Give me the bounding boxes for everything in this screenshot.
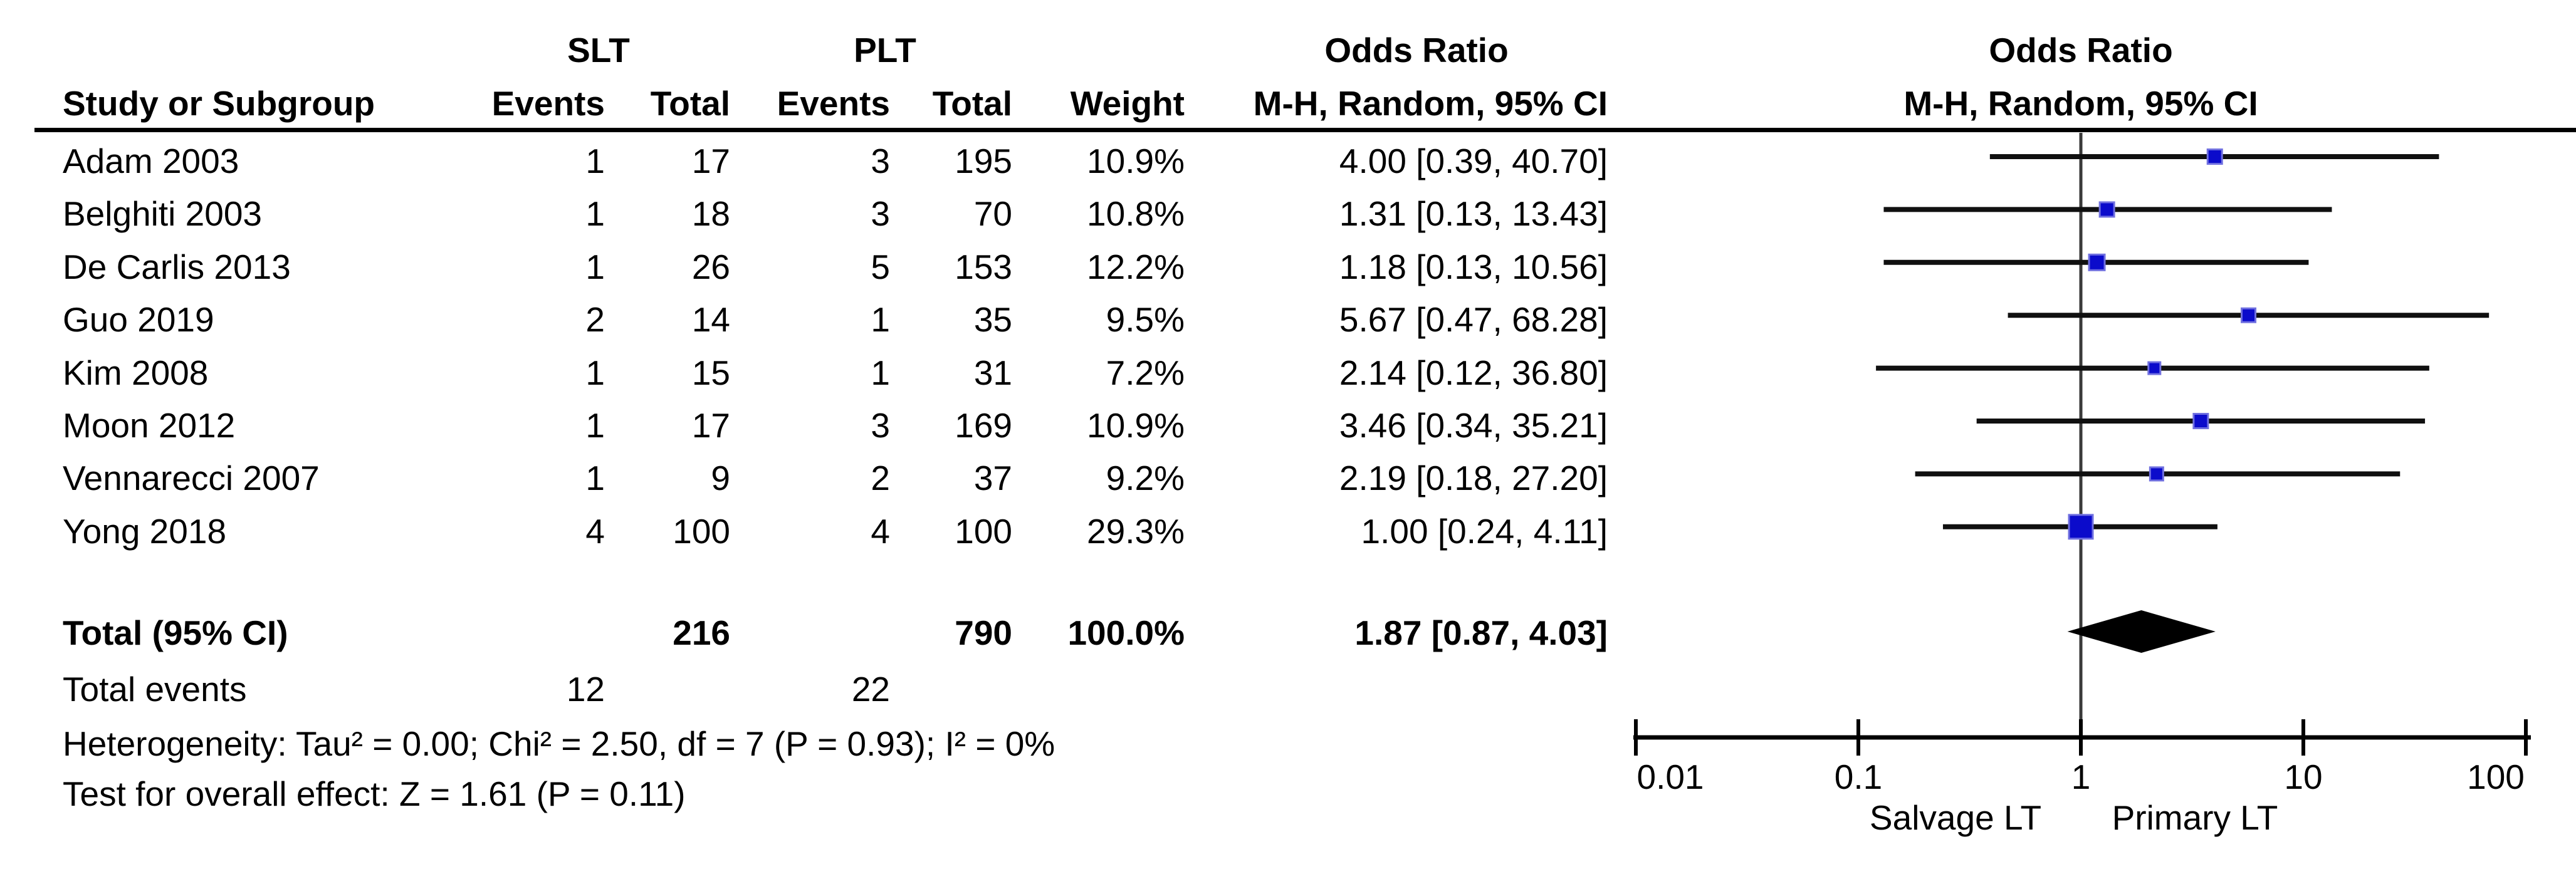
effect-square [2206, 148, 2223, 165]
slt-total-value: 15 [691, 353, 730, 392]
effect-square [2147, 361, 2162, 375]
weight-value: 7.2% [1106, 353, 1185, 392]
slt-events-value: 1 [585, 406, 605, 445]
or-ci-value: 4.00 [0.39, 40.70] [1339, 142, 1608, 180]
weight-value: 9.5% [1106, 300, 1185, 340]
slt-events-value: 1 [585, 194, 605, 234]
study-name: Vennarecci 2007 [63, 459, 320, 498]
study-name: Guo 2019 [63, 300, 214, 340]
effect-square [2068, 514, 2094, 540]
plt-total-value: 100 [955, 511, 1012, 551]
plot-mh-ci-header: M-H, Random, 95% CI [1903, 84, 2258, 123]
weight-value: 10.9% [1087, 406, 1185, 445]
effect-square [2088, 253, 2106, 271]
slt-total-value: 100 [673, 511, 730, 551]
slt-events-value: 1 [585, 247, 605, 286]
axis-tick-label: 100 [2467, 757, 2525, 796]
effect-square [2098, 201, 2115, 218]
axis-tick-label: 0.01 [1636, 757, 1704, 796]
or-ci-value: 3.46 [0.34, 35.21] [1339, 406, 1608, 445]
plt-events-value: 3 [871, 194, 890, 234]
axis-left-label: Salvage LT [1869, 798, 2042, 837]
col-weight-header: Weight [1070, 84, 1185, 123]
total-row-label: Total (95% CI) [63, 613, 288, 652]
or-ci-value: 2.14 [0.12, 36.80] [1339, 353, 1608, 392]
slt-events-value: 1 [585, 353, 605, 392]
slt-events-value: 1 [585, 459, 605, 498]
or-ci-value: 2.19 [0.18, 27.20] [1339, 459, 1608, 498]
weight-value: 10.8% [1087, 194, 1185, 234]
plt-events-value: 1 [871, 300, 890, 340]
study-name: De Carlis 2013 [63, 247, 291, 286]
or-ci-value: 1.18 [0.13, 10.56] [1339, 247, 1608, 286]
axis-tick-label: 10 [2284, 757, 2323, 796]
or-ci-value: 1.00 [0.24, 4.11] [1361, 511, 1608, 551]
group2-header: PLT [854, 31, 916, 70]
col-mh-ci-header: M-H, Random, 95% CI [1253, 84, 1608, 123]
plt-events-value: 3 [871, 142, 890, 180]
plt-total-value: 31 [973, 353, 1012, 392]
total-events-label: Total events [63, 670, 247, 709]
summary-diamond [2067, 610, 2216, 653]
study-name: Belghiti 2003 [63, 194, 263, 234]
slt-events-value: 4 [585, 511, 605, 551]
plt-events-value: 3 [871, 406, 890, 445]
plt-total-value: 70 [973, 194, 1012, 234]
total-plt-events-value: 22 [851, 670, 890, 709]
plt-total-value: 37 [973, 459, 1012, 498]
slt-events-value: 1 [585, 142, 605, 180]
col-plt-events-header: Events [777, 84, 890, 123]
plt-total-value: 35 [973, 300, 1012, 340]
col-study-header: Study or Subgroup [63, 84, 375, 123]
study-name: Kim 2008 [63, 353, 209, 392]
plt-events-value: 4 [871, 511, 890, 551]
total-slt-events-value: 12 [566, 670, 605, 709]
total-or-value: 1.87 [0.87, 4.03] [1354, 613, 1608, 652]
col-slt-events-header: Events [491, 84, 605, 123]
axis-tick-label: 0.1 [1834, 757, 1883, 796]
plt-total-value: 153 [955, 247, 1012, 286]
or-ci-value: 1.31 [0.13, 13.43] [1339, 194, 1608, 234]
slt-total-value: 18 [691, 194, 730, 234]
odds-ratio-header: Odds Ratio [1324, 31, 1509, 70]
effect-square [2192, 413, 2209, 429]
slt-total-value: 17 [691, 142, 730, 180]
total-slt-value: 216 [673, 613, 730, 652]
study-name: Yong 2018 [63, 511, 227, 551]
plt-events-value: 1 [871, 353, 890, 392]
or-ci-value: 5.67 [0.47, 68.28] [1339, 300, 1608, 340]
slt-total-value: 9 [711, 459, 730, 498]
weight-value: 10.9% [1087, 142, 1185, 180]
effect-square [2149, 466, 2164, 482]
plt-total-value: 195 [955, 142, 1012, 180]
col-slt-total-header: Total [650, 84, 730, 123]
plt-events-value: 5 [871, 247, 890, 286]
slt-total-value: 26 [691, 247, 730, 286]
effect-square [2241, 307, 2257, 323]
total-weight-value: 100.0% [1067, 613, 1185, 652]
header-rule [34, 128, 2576, 132]
plt-events-value: 2 [871, 459, 890, 498]
axis-right-label: Primary LT [2112, 798, 2278, 837]
weight-value: 29.3% [1087, 511, 1185, 551]
slt-events-value: 2 [585, 300, 605, 340]
study-name: Moon 2012 [63, 406, 236, 445]
weight-value: 12.2% [1087, 247, 1185, 286]
col-plt-total-header: Total [932, 84, 1012, 123]
heterogeneity-text: Heterogeneity: Tau² = 0.00; Chi² = 2.50,… [63, 724, 1055, 763]
weight-value: 9.2% [1106, 459, 1185, 498]
axis-tick-label: 1 [2071, 757, 2091, 796]
slt-total-value: 14 [691, 300, 730, 340]
odds-ratio-plot-header: Odds Ratio [1989, 31, 2173, 70]
total-plt-value: 790 [955, 613, 1012, 652]
group1-header: SLT [567, 31, 630, 70]
slt-total-value: 17 [691, 406, 730, 445]
overall-effect-text: Test for overall effect: Z = 1.61 (P = 0… [63, 774, 686, 813]
study-name: Adam 2003 [63, 142, 239, 180]
plt-total-value: 169 [955, 406, 1012, 445]
